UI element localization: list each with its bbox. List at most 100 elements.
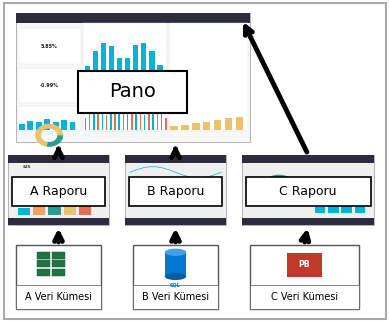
- Bar: [16, 13, 250, 23]
- Bar: [157, 65, 163, 70]
- Bar: [110, 104, 112, 130]
- Bar: [64, 199, 76, 215]
- Bar: [8, 218, 109, 225]
- Bar: [85, 118, 86, 130]
- Bar: [8, 155, 109, 163]
- Bar: [12, 177, 105, 206]
- Bar: [214, 120, 222, 130]
- Bar: [156, 100, 158, 130]
- Bar: [328, 203, 339, 213]
- Bar: [8, 155, 109, 225]
- Bar: [83, 75, 167, 131]
- Bar: [16, 285, 101, 309]
- Bar: [148, 109, 150, 130]
- Bar: [355, 194, 365, 213]
- Bar: [287, 253, 322, 277]
- Bar: [192, 123, 200, 130]
- Bar: [246, 177, 370, 206]
- Bar: [83, 23, 167, 71]
- Bar: [33, 205, 45, 215]
- Text: C Raporu: C Raporu: [279, 185, 337, 198]
- Bar: [242, 155, 374, 225]
- Bar: [170, 126, 178, 130]
- Text: B Raporu: B Raporu: [147, 185, 204, 198]
- Bar: [123, 112, 124, 130]
- Bar: [79, 196, 91, 215]
- Bar: [27, 121, 33, 130]
- Bar: [52, 269, 65, 276]
- Bar: [18, 68, 81, 103]
- Bar: [85, 66, 90, 70]
- Ellipse shape: [165, 249, 186, 256]
- Bar: [44, 119, 50, 130]
- Bar: [109, 46, 114, 70]
- Bar: [93, 100, 95, 130]
- Text: PB: PB: [298, 260, 310, 269]
- FancyBboxPatch shape: [4, 3, 386, 319]
- Bar: [141, 43, 147, 70]
- Bar: [119, 102, 120, 130]
- Bar: [236, 117, 243, 130]
- Bar: [214, 120, 222, 130]
- Wedge shape: [261, 175, 298, 195]
- Wedge shape: [261, 190, 298, 205]
- Bar: [203, 122, 211, 130]
- Bar: [53, 122, 58, 130]
- Bar: [149, 51, 154, 70]
- Bar: [192, 123, 200, 130]
- Bar: [203, 122, 211, 130]
- Text: Pano: Pano: [109, 82, 156, 101]
- Bar: [98, 101, 99, 130]
- Bar: [127, 112, 128, 130]
- Bar: [225, 118, 232, 130]
- Bar: [52, 260, 65, 267]
- Bar: [18, 106, 81, 131]
- Text: A Veri Kümesi: A Veri Kümesi: [25, 292, 92, 302]
- Bar: [165, 118, 167, 130]
- Ellipse shape: [165, 273, 186, 280]
- Bar: [61, 120, 67, 130]
- Bar: [140, 104, 141, 130]
- Bar: [106, 115, 107, 130]
- Wedge shape: [47, 135, 63, 147]
- Bar: [37, 260, 50, 267]
- Bar: [125, 155, 226, 225]
- Text: C Veri Kümesi: C Veri Kümesi: [271, 292, 338, 302]
- Bar: [165, 252, 186, 276]
- Text: SQL: SQL: [170, 282, 181, 287]
- Bar: [181, 125, 189, 130]
- Bar: [315, 207, 325, 213]
- Bar: [16, 13, 250, 142]
- Wedge shape: [35, 124, 63, 147]
- Bar: [101, 43, 106, 70]
- Bar: [250, 285, 359, 309]
- Bar: [131, 102, 133, 130]
- Bar: [125, 58, 130, 70]
- Bar: [37, 269, 50, 276]
- Bar: [69, 122, 75, 130]
- Bar: [144, 115, 145, 130]
- Bar: [52, 252, 65, 259]
- Text: -0.99%: -0.99%: [39, 82, 59, 88]
- Bar: [250, 245, 359, 309]
- Bar: [35, 122, 42, 130]
- Bar: [125, 218, 226, 225]
- Bar: [225, 118, 232, 130]
- Bar: [236, 117, 243, 130]
- Bar: [181, 125, 189, 130]
- Bar: [242, 155, 374, 163]
- Bar: [135, 99, 137, 130]
- Bar: [341, 198, 352, 213]
- Bar: [89, 107, 90, 130]
- Bar: [170, 126, 178, 130]
- Bar: [93, 51, 98, 70]
- Bar: [133, 45, 138, 70]
- Bar: [161, 107, 162, 130]
- Bar: [170, 126, 178, 130]
- Bar: [125, 155, 226, 163]
- Text: A Raporu: A Raporu: [30, 185, 87, 198]
- Bar: [225, 118, 232, 130]
- Bar: [236, 117, 243, 130]
- Text: $25: $25: [23, 164, 32, 168]
- Bar: [129, 177, 222, 206]
